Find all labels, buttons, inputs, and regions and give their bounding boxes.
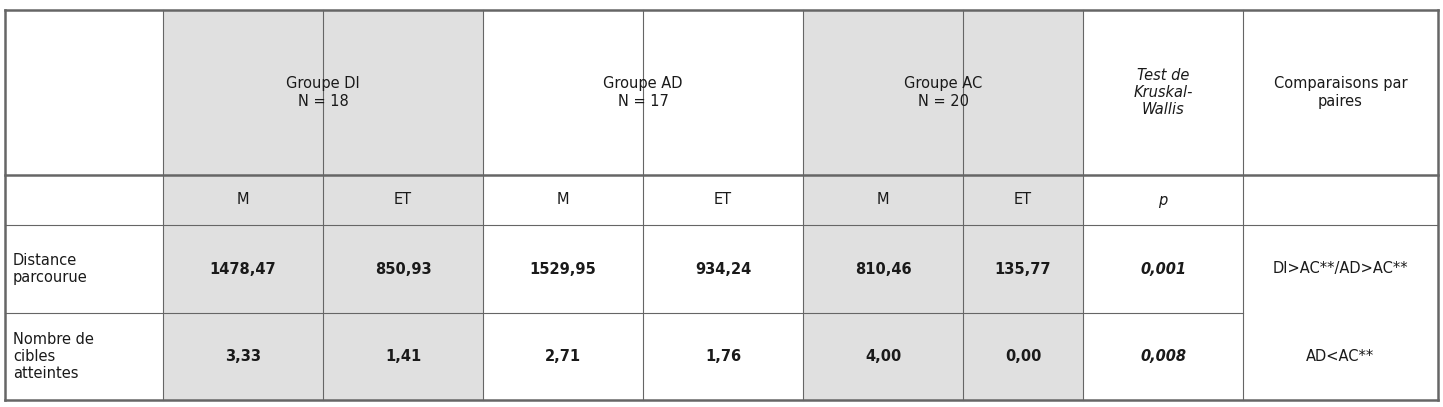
Text: 2,71: 2,71 <box>545 349 582 364</box>
Text: Groupe AC
N = 20: Groupe AC N = 20 <box>903 76 983 109</box>
Text: Groupe AD
N = 17: Groupe AD N = 17 <box>603 76 683 109</box>
Text: M: M <box>557 193 569 208</box>
Text: 1529,95: 1529,95 <box>530 262 596 276</box>
Text: Groupe DI
N = 18: Groupe DI N = 18 <box>286 76 359 109</box>
Text: p: p <box>1159 193 1167 208</box>
Text: 1478,47: 1478,47 <box>209 262 276 276</box>
Text: 810,46: 810,46 <box>854 262 912 276</box>
Text: DI>AC**/AD>AC**: DI>AC**/AD>AC** <box>1273 262 1408 276</box>
Bar <box>802 10 1084 400</box>
Text: Comparaisons par
paires: Comparaisons par paires <box>1274 76 1407 109</box>
Text: 1,41: 1,41 <box>385 349 421 364</box>
Text: 934,24: 934,24 <box>696 262 752 276</box>
Text: ET: ET <box>714 193 732 208</box>
Text: Test de
Kruskal-
Wallis: Test de Kruskal- Wallis <box>1133 68 1193 117</box>
Text: ET: ET <box>1014 193 1032 208</box>
Text: Distance
parcourue: Distance parcourue <box>13 253 88 285</box>
Text: Nombre de
cibles
atteintes: Nombre de cibles atteintes <box>13 332 94 381</box>
Bar <box>163 10 483 400</box>
Text: M: M <box>877 193 889 208</box>
Text: AD<AC**: AD<AC** <box>1306 349 1375 364</box>
Text: 4,00: 4,00 <box>864 349 900 364</box>
Text: ET: ET <box>394 193 413 208</box>
Text: 0,00: 0,00 <box>1004 349 1042 364</box>
Text: 3,33: 3,33 <box>225 349 261 364</box>
Text: 0,008: 0,008 <box>1140 349 1186 364</box>
Text: 1,76: 1,76 <box>706 349 742 364</box>
Text: M: M <box>237 193 250 208</box>
Text: 135,77: 135,77 <box>994 262 1052 276</box>
Text: 850,93: 850,93 <box>375 262 431 276</box>
Text: 0,001: 0,001 <box>1140 262 1186 276</box>
